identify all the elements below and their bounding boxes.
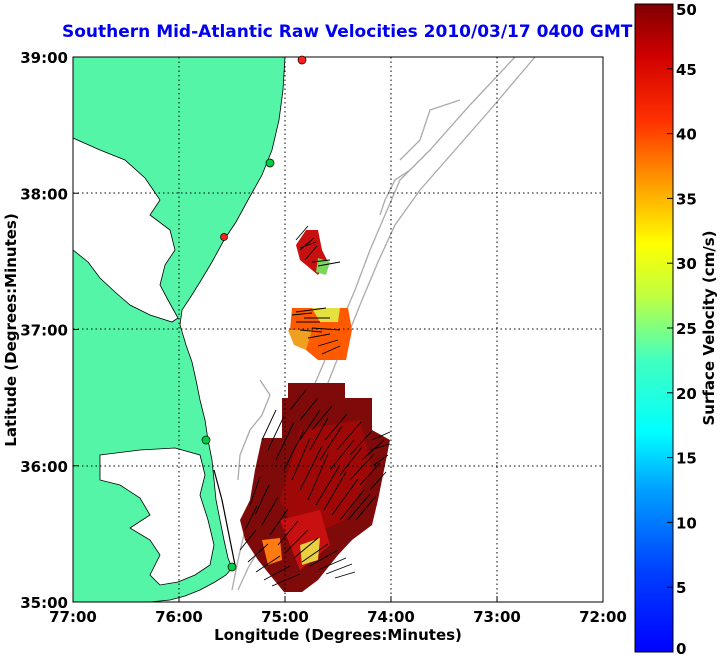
x-tick-label: 72:00 [579,608,627,626]
chesapeake-bay [73,137,179,323]
colorbar-tick-label: 50 [676,1,697,19]
colorbar-tick-label: 15 [676,450,697,468]
colorbar-tick-label: 35 [676,190,697,208]
station-marker [201,435,211,445]
y-tick-label: 36:00 [20,458,68,476]
station-marker [297,55,307,65]
x-tick-label: 75:00 [261,608,309,626]
y-tick-label: 35:00 [20,594,68,612]
colorbar-tick-label: 25 [676,320,697,338]
colorbar-tick-label: 30 [676,255,697,273]
y-tick-label: 38:00 [20,185,68,203]
colorbar-tick-label: 5 [676,579,686,597]
colorbar-tick-label: 45 [676,61,697,79]
x-tick-label: 73:00 [473,608,521,626]
velocity-field [240,230,390,592]
x-tick-label: 74:00 [367,608,415,626]
colorbar-label: Surface Velocity (cm/s) [700,230,718,425]
y-tick-label: 39:00 [20,49,68,67]
velocity-arrows [239,225,391,587]
colorbar [634,3,674,653]
colorbar-tick-label: 10 [676,514,697,532]
colorbar-tick-label: 20 [676,385,697,403]
radar-stations [201,55,307,572]
x-axis-label: Longitude (Degrees:Minutes) [214,626,462,644]
map-title: Southern Mid-Atlantic Raw Velocities 201… [62,22,633,42]
grid-lines [73,57,603,602]
x-tick-label: 76:00 [155,608,203,626]
colorbar-tick-label: 0 [676,640,686,658]
y-tick-label: 37:00 [20,322,68,340]
station-marker [227,562,237,572]
colorbar-tick-label: 40 [676,126,697,144]
station-marker [220,233,228,241]
station-marker [265,158,275,168]
pamlico-sound [99,447,215,586]
y-axis-label: Latitude (Degrees:Minutes) [2,213,20,446]
x-tick-label: 77:00 [49,608,97,626]
